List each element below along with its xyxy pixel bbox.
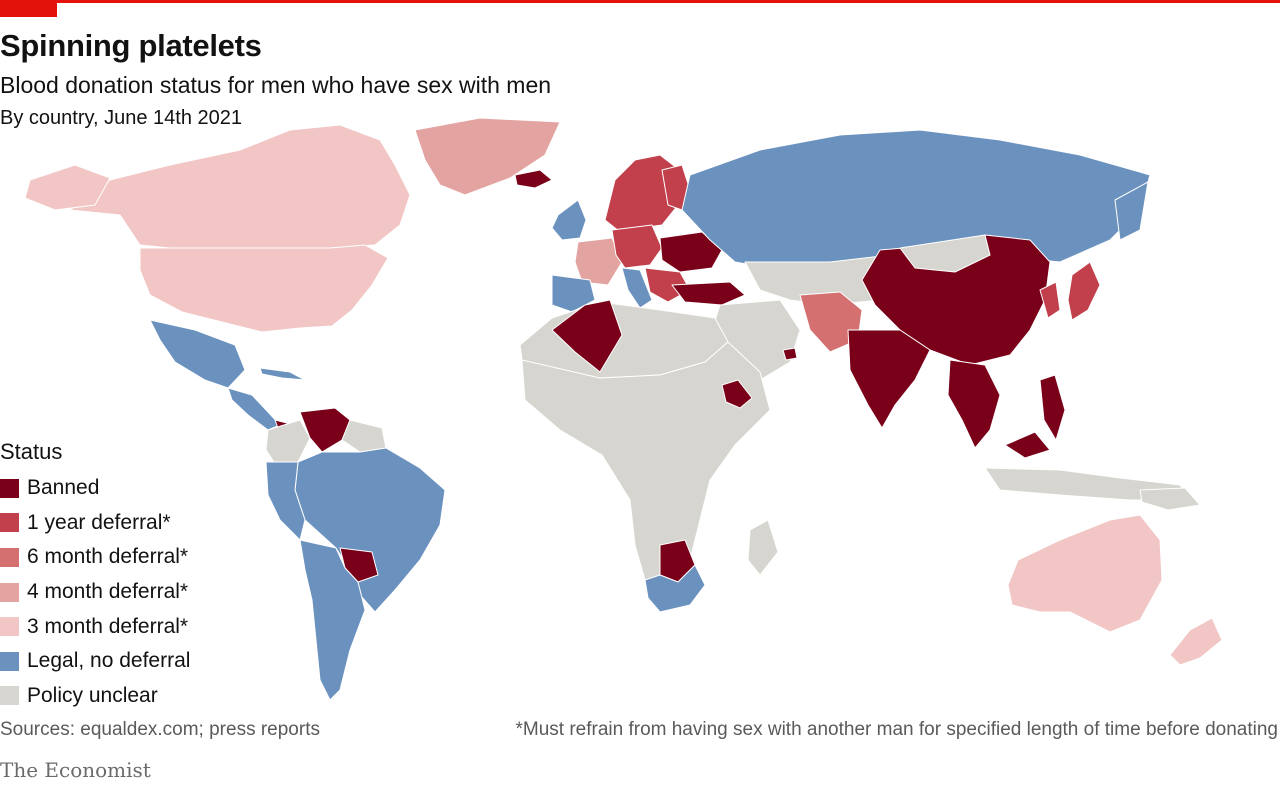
region-china bbox=[861, 234, 1051, 366]
region-cuba bbox=[259, 367, 306, 381]
legend-swatch-6-month bbox=[0, 547, 19, 567]
legend-item-4-month: 4 month deferral* bbox=[0, 575, 190, 610]
legend-label: 1 year deferral* bbox=[27, 510, 171, 534]
region-uk-ireland bbox=[551, 199, 587, 241]
legend-label: Policy unclear bbox=[27, 683, 158, 707]
region-malaysia bbox=[1004, 431, 1051, 459]
legend-label: Banned bbox=[27, 476, 100, 500]
region-kamchatka bbox=[1114, 181, 1149, 241]
region-canada bbox=[69, 124, 411, 249]
map-legend: Status Banned 1 year deferral* 6 month d… bbox=[0, 439, 190, 713]
legend-swatch-1-year bbox=[0, 513, 19, 533]
region-uae bbox=[782, 347, 798, 361]
region-australia bbox=[1007, 514, 1163, 633]
chart-subtitle: Blood donation status for men who have s… bbox=[0, 72, 552, 98]
region-mexico bbox=[149, 319, 246, 389]
legend-label: Legal, no deferral bbox=[27, 649, 191, 673]
region-japan bbox=[1067, 261, 1101, 321]
region-turkey bbox=[671, 281, 746, 306]
legend-item-unclear: Policy unclear bbox=[0, 679, 190, 714]
region-madagascar bbox=[747, 519, 779, 576]
region-papua bbox=[1139, 487, 1201, 511]
region-greenland bbox=[414, 117, 561, 196]
region-peru bbox=[265, 461, 306, 541]
region-algeria bbox=[551, 299, 623, 373]
region-russia bbox=[681, 129, 1151, 271]
legend-label: 6 month deferral* bbox=[27, 545, 189, 569]
region-south-africa bbox=[644, 564, 706, 613]
legend-item-banned: Banned bbox=[0, 471, 190, 506]
brand-tag bbox=[0, 0, 57, 17]
legend-swatch-banned bbox=[0, 478, 19, 498]
region-guianas bbox=[341, 419, 387, 453]
region-brazil bbox=[294, 447, 446, 613]
region-west-central-africa bbox=[521, 341, 771, 591]
chart-title: Spinning platelets bbox=[0, 28, 262, 63]
region-eritrea bbox=[721, 379, 753, 409]
legend-item-1-year: 1 year deferral* bbox=[0, 506, 190, 541]
legend-swatch-3-month bbox=[0, 617, 19, 637]
legend-label: 3 month deferral* bbox=[27, 614, 189, 638]
world-map bbox=[24, 117, 1223, 701]
region-southeast-asia bbox=[947, 359, 1001, 449]
region-new-zealand bbox=[1169, 617, 1223, 666]
legend-item-3-month: 3 month deferral* bbox=[0, 609, 190, 644]
legend-swatch-unclear bbox=[0, 686, 19, 706]
chart-date-note: By country, June 14th 2021 bbox=[0, 107, 243, 129]
region-italy bbox=[621, 267, 653, 309]
legend-item-legal: Legal, no deferral bbox=[0, 644, 190, 679]
top-rule bbox=[0, 0, 1280, 3]
sources-note: Sources: equaldex.com; press reports bbox=[0, 719, 320, 740]
legend-item-6-month: 6 month deferral* bbox=[0, 540, 190, 575]
region-philippines bbox=[1039, 374, 1066, 441]
brand-logo: The Economist bbox=[0, 758, 151, 782]
legend-label: 4 month deferral* bbox=[27, 580, 189, 604]
region-argentina-chile bbox=[299, 539, 366, 701]
legend-swatch-4-month bbox=[0, 582, 19, 602]
region-india bbox=[847, 329, 931, 429]
region-alaska bbox=[24, 164, 111, 211]
region-iceland bbox=[514, 169, 553, 189]
region-central-america bbox=[227, 387, 281, 431]
region-mongolia bbox=[899, 234, 991, 273]
region-usa bbox=[139, 244, 389, 333]
legend-title: Status bbox=[0, 439, 63, 464]
region-france bbox=[574, 237, 623, 286]
legend-swatch-legal bbox=[0, 651, 19, 671]
region-venezuela bbox=[299, 407, 351, 453]
region-paraguay bbox=[339, 547, 379, 583]
region-central-europe bbox=[611, 224, 663, 269]
footnote: *Must refrain from having sex with anoth… bbox=[515, 719, 1278, 740]
region-korea bbox=[1039, 281, 1061, 319]
